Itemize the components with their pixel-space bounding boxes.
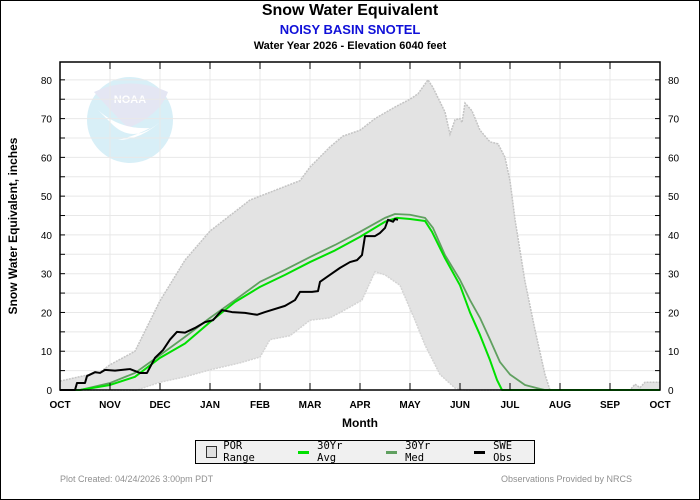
x-axis-label: Month — [342, 416, 378, 430]
series-line-30yr-avg — [60, 216, 660, 391]
legend-item-swe-obs: SWE Obs — [473, 440, 534, 464]
plot-created-note: Plot Created: 04/24/2026 3:00pm PDT — [60, 474, 214, 484]
y-tick-label-right: 0 — [668, 386, 674, 397]
series-line-30yr-med — [60, 213, 660, 391]
y-tick-label-left: 80 — [41, 76, 53, 87]
chart-title: Snow Water Equivalent — [261, 2, 439, 19]
y-tick-label-right: 80 — [668, 76, 680, 87]
x-tick-label: OCT — [649, 400, 670, 411]
x-tick-label: MAY — [399, 400, 421, 411]
x-tick-label: OCT — [49, 400, 70, 411]
y-tick-label-right: 20 — [668, 308, 680, 319]
y-tick-label-left: 70 — [41, 115, 53, 126]
legend-label: 30Yr Med — [405, 440, 431, 464]
legend-item-por-range: POR Range — [206, 440, 276, 464]
por-min-edge — [60, 270, 660, 391]
x-tick-label: SEP — [600, 400, 620, 411]
y-tick-label-right: 50 — [668, 192, 680, 203]
x-tick-label: AUG — [549, 400, 571, 411]
x-tick-label: JAN — [200, 400, 220, 411]
chart-subtitle: Water Year 2026 - Elevation 6040 feet — [253, 40, 447, 52]
x-tick-label: FEB — [250, 400, 270, 411]
y-tick-label-right: 70 — [668, 115, 680, 126]
legend-label: SWE Obs — [493, 440, 513, 464]
30yr-avg-swatch — [298, 450, 310, 454]
30yr-med-swatch — [385, 450, 398, 454]
legend-item-30yr-med: 30Yr Med — [385, 440, 452, 464]
x-tick-label: APR — [349, 400, 371, 411]
y-tick-label-left: 60 — [41, 153, 53, 164]
series-line-swe-obs — [60, 218, 399, 391]
legend-label: POR Range — [223, 440, 255, 464]
noaa-logo-icon: NOAA — [87, 77, 173, 163]
y-tick-label-left: 10 — [41, 347, 53, 358]
por-max-edge — [59, 78, 660, 391]
legend-label: 30Yr Avg — [317, 440, 343, 464]
x-tick-label: JUN — [450, 400, 470, 411]
swe-obs-swatch — [473, 450, 486, 454]
x-tick-label: NOV — [99, 400, 121, 411]
logo-text: NOAA — [114, 94, 146, 106]
y-tick-label-right: 10 — [668, 347, 680, 358]
y-tick-label-right: 30 — [668, 270, 680, 281]
y-tick-label-left: 0 — [46, 386, 52, 397]
x-tick-label: JUL — [501, 400, 520, 411]
y-tick-label-left: 40 — [41, 231, 53, 242]
y-tick-label-left: 50 — [41, 192, 53, 203]
y-tick-label-right: 40 — [668, 231, 680, 242]
x-tick-label: DEC — [149, 400, 170, 411]
y-tick-label-left: 30 — [41, 270, 53, 281]
por-range-swatch — [206, 446, 218, 458]
legend-item-30yr-avg: 30Yr Avg — [298, 440, 364, 464]
por-range-area — [60, 79, 660, 390]
y-tick-label-right: 60 — [668, 153, 680, 164]
y-axis-label: Snow Water Equivalent, inches — [6, 137, 20, 314]
legend: POR Range 30Yr Avg 30Yr Med SWE Obs — [195, 440, 535, 464]
y-tick-label-left: 20 — [41, 308, 53, 319]
x-tick-label: MAR — [299, 400, 323, 411]
data-source-note: Observations Provided by NRCS — [500, 474, 632, 484]
station-name: NOISY BASIN SNOTEL — [279, 22, 421, 37]
